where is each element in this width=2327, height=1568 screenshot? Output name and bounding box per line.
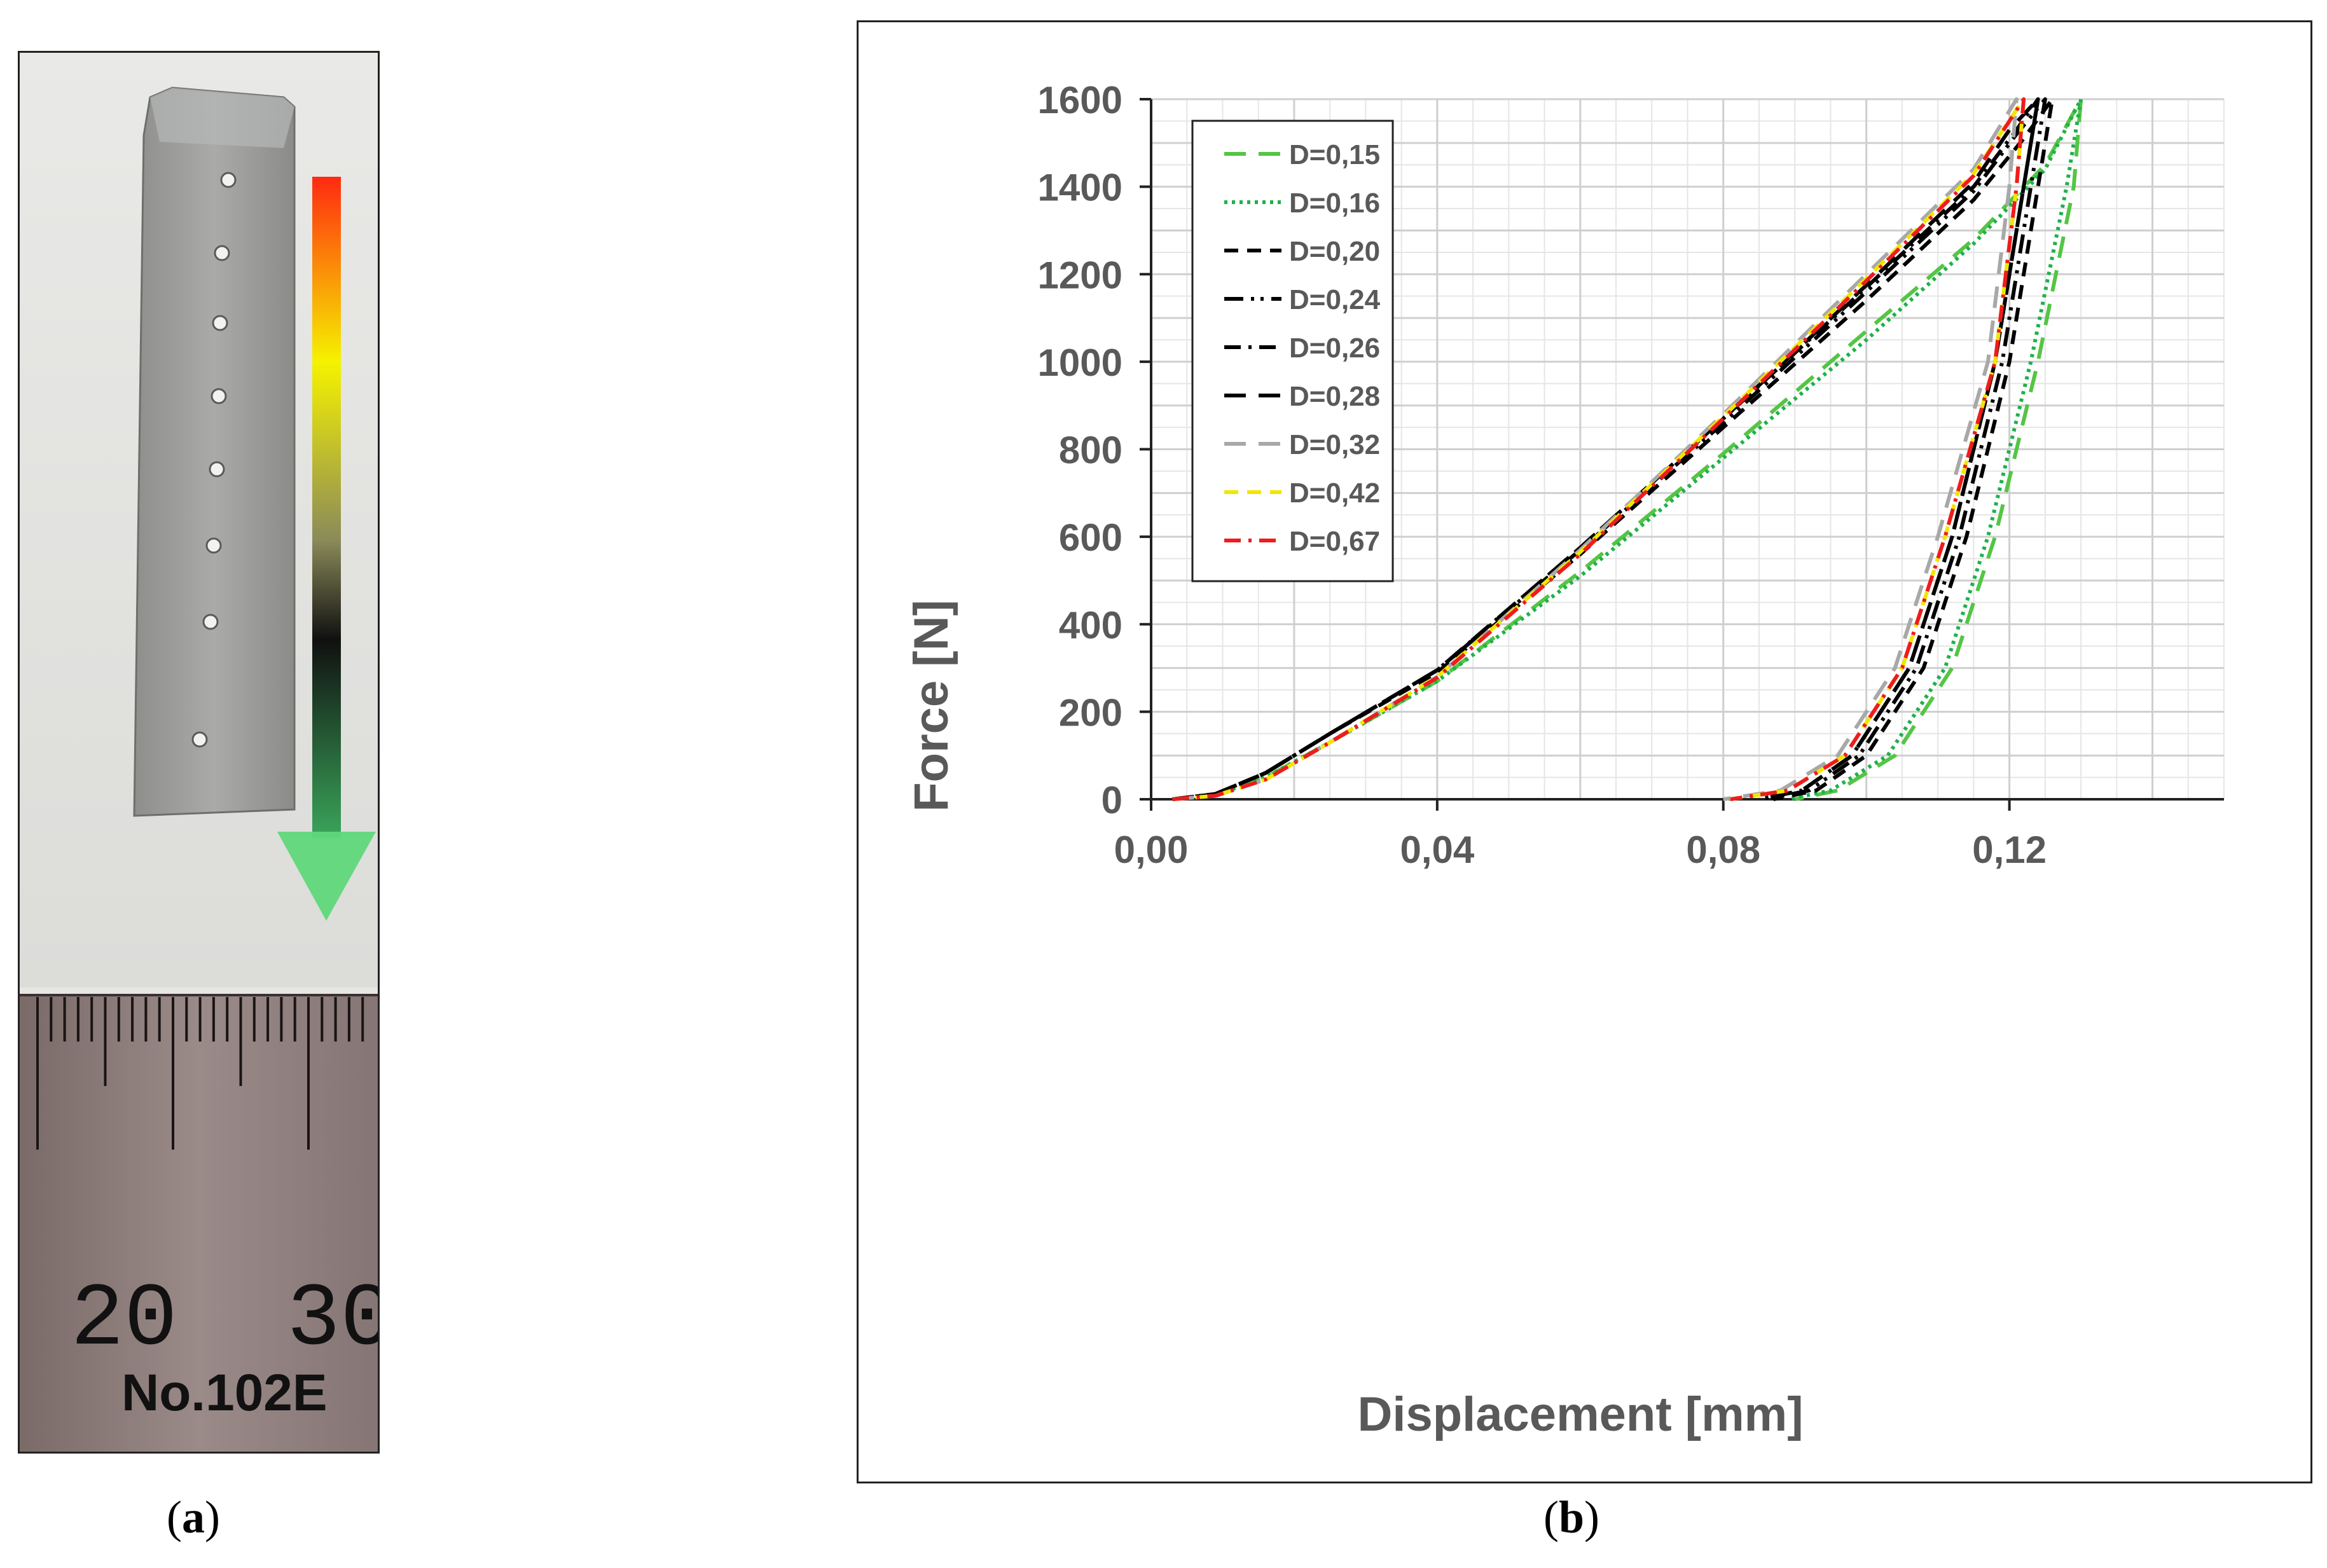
specimen-photo: 20 30 No.102E xyxy=(20,53,378,1452)
ruler-model-label: No.102E xyxy=(121,1364,328,1422)
chart-panel: 0 200 400 600 800 1000 1200 1400 1600 0,00 0,04 0,0… xyxy=(857,20,2312,1483)
series-layer xyxy=(1172,97,2083,801)
series-line-d-0-20 xyxy=(1172,97,2055,801)
legend-label: D=0,67 xyxy=(1289,526,1380,557)
y-tick-label: 400 xyxy=(1059,604,1122,647)
y-tick-label: 200 xyxy=(1059,691,1122,734)
series-line-d-0-67 xyxy=(1172,97,2026,801)
x-tick-label: 0,00 xyxy=(1114,829,1189,871)
ruler-label-30: 30 xyxy=(287,1270,378,1371)
legend-label: D=0,24 xyxy=(1289,284,1381,315)
y-tick-label: 1400 xyxy=(1038,167,1122,209)
legend-label: D=0,20 xyxy=(1289,236,1380,267)
x-tick-label: 0,08 xyxy=(1686,829,1760,871)
legend-label: D=0,26 xyxy=(1289,333,1380,364)
series-line-d-0-26 xyxy=(1172,97,2040,801)
specimen-bar xyxy=(133,86,296,817)
force-displacement-chart: 0 200 400 600 800 1000 1200 1400 1600 0,00 0,04 0,0… xyxy=(904,79,2225,1441)
series-line-d-0-16 xyxy=(1172,97,2083,801)
y-tick-label: 600 xyxy=(1059,516,1122,559)
y-tick-label: 800 xyxy=(1059,429,1122,472)
y-tick-label: 1000 xyxy=(1038,341,1122,384)
legend-label: D=0,32 xyxy=(1289,429,1380,460)
series-line-d-0-28 xyxy=(1172,97,2040,801)
ruler-label-20: 20 xyxy=(71,1270,177,1371)
y-tick-label: 1200 xyxy=(1038,254,1122,296)
indentation-dots xyxy=(191,172,237,748)
axes: 0 200 400 600 800 1000 1200 1400 1600 0,00 0,04 0,0… xyxy=(1038,79,2224,871)
legend: D=0,15 D=0,16 D=0,20 D=0,24 D=0,26 D=0,28 D=0,… xyxy=(1191,120,1394,582)
caption-b: (b) xyxy=(1543,1492,1600,1543)
y-axis-label: Force [N] xyxy=(904,600,958,812)
legend-label: D=0,16 xyxy=(1289,188,1380,219)
x-tick-label: 0,04 xyxy=(1400,829,1474,871)
legend-box xyxy=(1191,120,1394,582)
series-line-d-0-24 xyxy=(1172,97,2047,801)
specimen-photo-panel: 20 30 No.102E xyxy=(18,51,380,1454)
y-tick-label: 1600 xyxy=(1038,79,1122,121)
legend-label: D=0,15 xyxy=(1289,139,1380,170)
ruler: 20 30 No.102E xyxy=(20,994,378,1452)
legend-label: D=0,28 xyxy=(1289,381,1380,412)
legend-label: D=0,42 xyxy=(1289,478,1380,509)
gradient-arrow xyxy=(277,177,376,921)
caption-a: (a) xyxy=(167,1492,220,1543)
x-axis-label: Displacement [mm] xyxy=(1357,1387,1803,1441)
x-tick-label: 0,12 xyxy=(1972,829,2047,871)
y-tick-label: 0 xyxy=(1101,779,1122,822)
